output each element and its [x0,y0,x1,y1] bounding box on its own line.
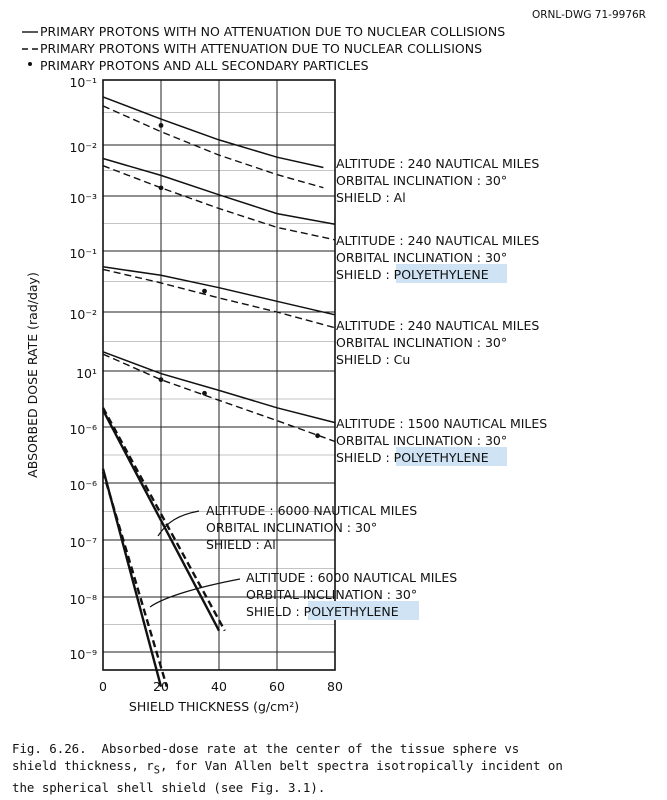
curve-dashed-panel-5 [101,407,226,632]
x-tick-label: 40 [211,679,227,694]
caption-line-2a: shield thickness, r [12,758,154,773]
curve-dashed-panel-3 [102,268,336,329]
panel-label-6: ALTITUDE : 6000 NAUTICAL MILES ORBITAL I… [246,570,457,619]
y-tick-label: 10⁻⁶ [69,422,97,437]
panel-3-shield: SHIELD : Cu [336,352,410,367]
panel-4-inclination: ORBITAL INCLINATION : 30° [336,433,507,448]
highlight-poly-2 [396,447,507,466]
panel-3-altitude: ALTITUDE : 240 NAUTICAL MILES [336,318,539,333]
x-tick-label: 60 [269,679,285,694]
curve-dashed-panel-2 [102,165,336,241]
x-tick-label: 0 [99,679,107,694]
figure-caption: Fig. 6.26. Absorbed-dose rate at the cen… [12,740,657,796]
panel-1-shield: SHIELD : Al [336,190,406,205]
x-tick-labels: 0 20 40 60 80 [99,679,343,694]
curve-solid-panel-2 [102,157,336,225]
panel-label-4: ALTITUDE : 1500 NAUTICAL MILES ORBITAL I… [336,416,547,465]
y-tick-label: 10⁻¹ [69,246,97,261]
caption-line-2b: , for Van Allen belt spectra isotropical… [159,758,563,773]
panel-4-altitude: ALTITUDE : 1500 NAUTICAL MILES [336,416,547,431]
figure: ORNL-DWG 71-9976R PRIMARY PROTONS WITH N… [22,9,646,714]
highlight-poly-3 [308,601,419,620]
panel-label-1: ALTITUDE : 240 NAUTICAL MILES ORBITAL IN… [336,156,539,205]
panel-label-2: ALTITUDE : 240 NAUTICAL MILES ORBITAL IN… [336,233,539,282]
curve-solid-panel-1 [102,96,324,169]
y-tick-labels: 10⁻¹ 10⁻² 10⁻³ 10⁻¹ 10⁻² 10¹ 10⁻⁶ 10⁻⁶ 10⁻⁷ 10⁻⁸ 1… [69,75,97,662]
panel-6-altitude: ALTITUDE : 6000 NAUTICAL MILES [246,570,457,585]
panel-label-5: ALTITUDE : 6000 NAUTICAL MILES ORBITAL I… [206,503,417,552]
data-point-panel-3 [202,288,207,294]
x-axis-label: SHIELD THICKNESS (g/cm²) [129,699,299,714]
curves [101,96,336,688]
curve-solid-panel-5 [101,409,221,632]
data-point-panel-4 [202,390,207,396]
y-tick-label: 10⁻⁹ [69,647,97,662]
caption-line-1: Fig. 6.26. Absorbed-dose rate at the cen… [12,741,520,756]
y-tick-label: 10⁻⁷ [69,535,97,550]
panel-6-inclination: ORBITAL INCLINATION : 30° [246,587,417,602]
panel-3-inclination: ORBITAL INCLINATION : 30° [336,335,507,350]
legend-dot-text: PRIMARY PROTONS AND ALL SECONDARY PARTIC… [40,58,369,73]
panel-5-inclination: ORBITAL INCLINATION : 30° [206,520,377,535]
x-tick-label: 80 [327,679,343,694]
legend-solid-text: PRIMARY PROTONS WITH NO ATTENUATION DUE … [40,24,505,39]
leader-line-6000-al [157,510,200,537]
caption-line-2-subscript: S [153,764,160,777]
y-tick-label: 10⁻³ [69,191,97,206]
y-tick-label: 10⁻² [69,307,97,322]
panel-5-shield: SHIELD : Al [206,537,276,552]
curve-dashed-panel-4 [102,353,336,443]
data-point-panel-1 [158,123,164,128]
y-tick-label: 10⁻⁶ [69,478,97,493]
y-axis-label: ABSORBED DOSE RATE (rad/day) [25,272,40,478]
highlight-poly-1 [396,264,507,283]
panel-1-inclination: ORBITAL INCLINATION : 30° [336,173,507,188]
curve-solid-panel-3 [102,266,336,316]
curve-dashed-panel-6 [101,471,168,688]
caption-line-3: the spherical shell shield (see Fig. 3.1… [12,780,326,796]
drawing-number: ORNL-DWG 71-9976R [532,9,646,21]
curve-dashed-panel-1 [102,105,324,189]
panel-2-inclination: ORBITAL INCLINATION : 30° [336,250,507,265]
legend: PRIMARY PROTONS WITH NO ATTENUATION DUE … [22,24,505,73]
legend-dot-mark [28,62,32,66]
legend-dashed-text: PRIMARY PROTONS WITH ATTENUATION DUE TO … [40,41,482,56]
y-tick-label: 10⁻¹ [69,75,97,90]
panel-2-shield: SHIELD : POLYETHYLENE [336,267,489,282]
curve-solid-panel-4 [102,351,336,424]
panel-label-3: ALTITUDE : 240 NAUTICAL MILES ORBITAL IN… [336,318,539,367]
y-tick-label: 10⁻² [69,140,97,155]
y-tick-label: 10¹ [76,366,97,381]
leader-line-6000-poly [149,578,241,608]
panel-1-altitude: ALTITUDE : 240 NAUTICAL MILES [336,156,539,171]
y-tick-label: 10⁻⁸ [69,592,97,607]
data-point-panel-4 [158,377,164,383]
panel-4-shield: SHIELD : POLYETHYLENE [336,450,489,465]
data-point-panel-2 [158,185,164,191]
panel-2-altitude: ALTITUDE : 240 NAUTICAL MILES [336,233,539,248]
panel-5-altitude: ALTITUDE : 6000 NAUTICAL MILES [206,503,417,518]
panel-6-shield: SHIELD : POLYETHYLENE [246,604,399,619]
plot-frame [102,79,336,671]
data-point-panel-4 [315,433,320,439]
